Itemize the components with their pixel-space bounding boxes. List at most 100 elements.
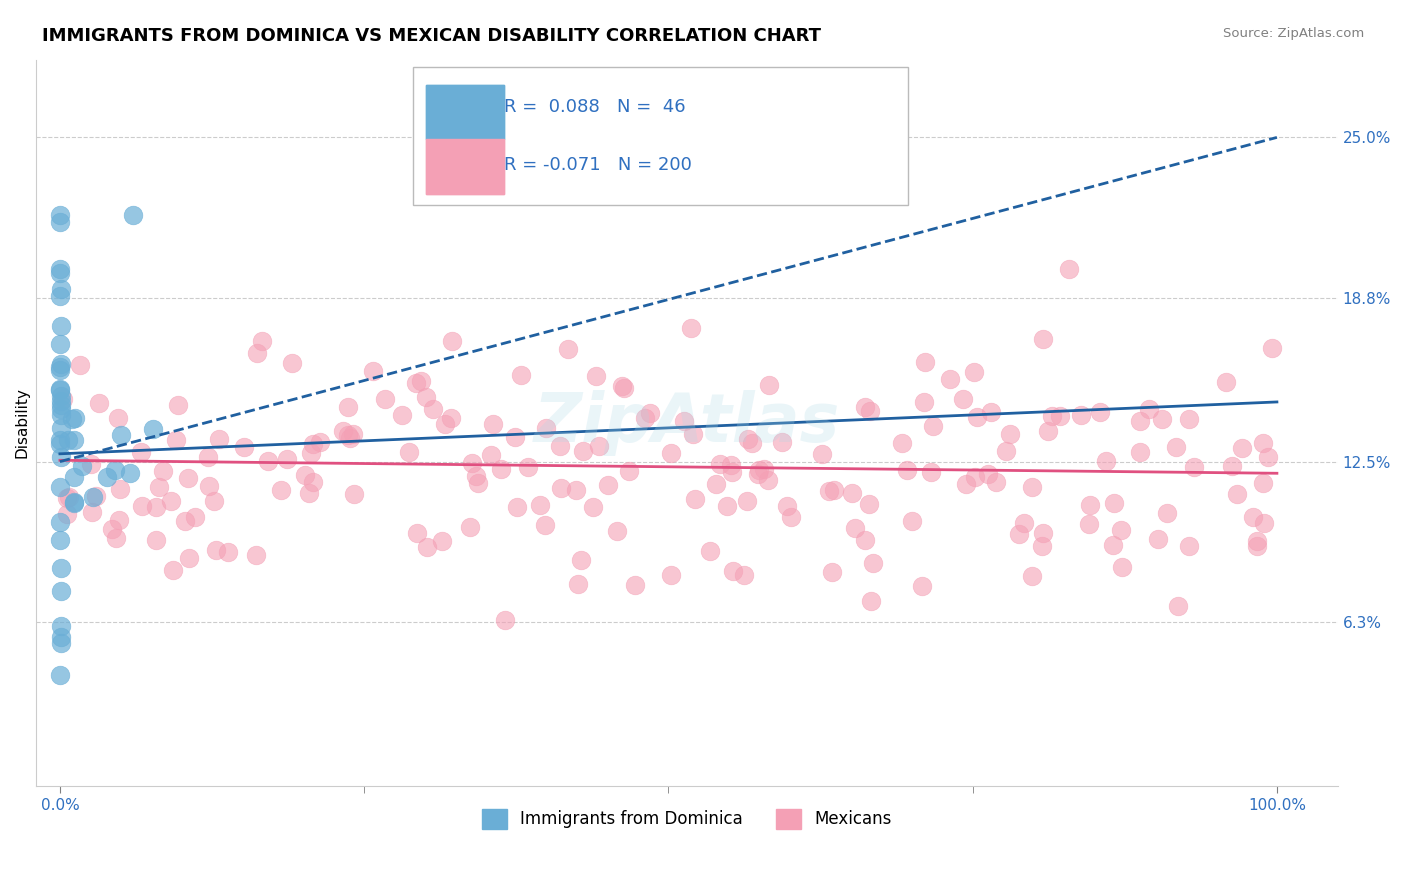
Point bbox=[49, 561, 72, 575]
Point bbox=[49, 436, 72, 450]
Point bbox=[299, 446, 322, 460]
Point bbox=[994, 443, 1017, 458]
Point bbox=[52, 392, 75, 407]
Point bbox=[49, 420, 72, 434]
Point bbox=[49, 533, 72, 547]
Point bbox=[721, 564, 744, 578]
Point bbox=[610, 379, 633, 393]
Point bbox=[270, 483, 292, 497]
Point bbox=[1167, 599, 1189, 613]
Point bbox=[720, 458, 742, 473]
FancyBboxPatch shape bbox=[426, 85, 505, 139]
Point bbox=[567, 577, 589, 591]
Point bbox=[332, 425, 354, 439]
Text: IMMIGRANTS FROM DOMINICA VS MEXICAN DISABILITY CORRELATION CHART: IMMIGRANTS FROM DOMINICA VS MEXICAN DISA… bbox=[42, 27, 821, 45]
Point bbox=[505, 430, 527, 444]
Point bbox=[145, 500, 167, 514]
Point bbox=[56, 491, 79, 505]
Point bbox=[1109, 524, 1132, 538]
Point bbox=[534, 518, 557, 533]
Point bbox=[49, 362, 72, 376]
Point bbox=[336, 428, 359, 442]
Point bbox=[938, 372, 960, 386]
Text: R =  0.088   N =  46: R = 0.088 N = 46 bbox=[505, 98, 686, 116]
Point bbox=[986, 475, 1008, 489]
Point bbox=[634, 411, 657, 425]
Point bbox=[1137, 401, 1160, 416]
Point bbox=[1088, 405, 1111, 419]
Point bbox=[79, 457, 101, 471]
Point bbox=[108, 482, 131, 496]
Point bbox=[49, 389, 72, 403]
Point bbox=[205, 543, 228, 558]
Point bbox=[914, 355, 936, 369]
Point bbox=[890, 435, 912, 450]
Point bbox=[416, 540, 439, 554]
Point bbox=[706, 476, 728, 491]
Point bbox=[741, 436, 763, 450]
Point bbox=[980, 405, 1002, 419]
Point bbox=[758, 378, 780, 392]
Point bbox=[752, 462, 775, 476]
Point bbox=[821, 565, 844, 579]
Point bbox=[966, 410, 988, 425]
Point bbox=[63, 494, 86, 508]
Point bbox=[103, 462, 125, 476]
Point bbox=[461, 456, 484, 470]
Point bbox=[963, 470, 986, 484]
Point bbox=[1032, 332, 1054, 346]
Point bbox=[49, 667, 72, 681]
Point bbox=[569, 553, 592, 567]
Point bbox=[1251, 436, 1274, 450]
FancyBboxPatch shape bbox=[413, 67, 908, 205]
Point bbox=[415, 390, 437, 404]
Point bbox=[118, 466, 141, 480]
Point bbox=[246, 345, 269, 359]
Point bbox=[721, 465, 744, 479]
Point bbox=[165, 433, 187, 447]
Point bbox=[912, 395, 935, 409]
Point bbox=[811, 447, 834, 461]
Point bbox=[758, 473, 780, 487]
Point bbox=[458, 520, 481, 534]
Point bbox=[682, 427, 704, 442]
Point bbox=[896, 463, 918, 477]
Point bbox=[1000, 426, 1022, 441]
Point bbox=[49, 384, 72, 398]
Y-axis label: Disability: Disability bbox=[15, 387, 30, 458]
Point bbox=[1156, 506, 1178, 520]
Point bbox=[405, 525, 427, 540]
Point bbox=[63, 411, 86, 425]
Point bbox=[737, 432, 759, 446]
Point bbox=[1164, 440, 1187, 454]
Point bbox=[858, 404, 880, 418]
Point bbox=[858, 497, 880, 511]
Point bbox=[598, 477, 620, 491]
Point bbox=[49, 515, 72, 529]
Point bbox=[464, 469, 486, 483]
Point bbox=[841, 486, 863, 500]
Point bbox=[818, 483, 841, 498]
Point bbox=[1111, 559, 1133, 574]
FancyBboxPatch shape bbox=[426, 139, 505, 194]
Point bbox=[955, 476, 977, 491]
Point bbox=[489, 461, 512, 475]
Point bbox=[853, 533, 876, 548]
Point bbox=[60, 411, 83, 425]
Point bbox=[276, 451, 298, 466]
Point bbox=[58, 490, 80, 504]
Point bbox=[294, 468, 316, 483]
Point bbox=[517, 460, 540, 475]
Point bbox=[110, 428, 132, 442]
Point bbox=[49, 584, 72, 599]
Point bbox=[301, 437, 323, 451]
Point bbox=[177, 551, 200, 566]
Point bbox=[505, 500, 527, 515]
Point bbox=[72, 458, 94, 473]
Point bbox=[862, 556, 884, 570]
Point bbox=[339, 431, 361, 445]
Point bbox=[1241, 510, 1264, 524]
Point bbox=[1070, 409, 1092, 423]
Point bbox=[173, 515, 195, 529]
Point bbox=[49, 618, 72, 632]
